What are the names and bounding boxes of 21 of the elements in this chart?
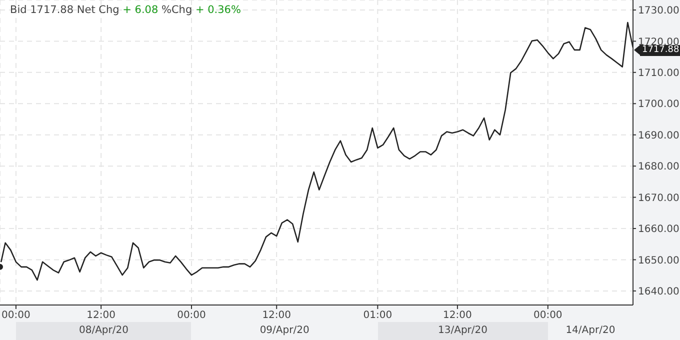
x-tick-label: 01:00 xyxy=(363,310,392,322)
x-tick-label: 00:00 xyxy=(533,310,562,322)
x-tick-label: 12:00 xyxy=(443,310,472,322)
text: 09/Apr/20 xyxy=(191,322,378,340)
y-tick-label: 1660.00 xyxy=(638,224,680,236)
y-tick-label: 1700.00 xyxy=(638,99,680,110)
y-tick-label: 1710.00 xyxy=(638,68,680,79)
text: 14/Apr/20 xyxy=(548,322,633,340)
chart-title: Bid 1717.88 Net Chg + 6.08 %Chg + 0.36% xyxy=(10,4,241,16)
y-tick-label: 1650.00 xyxy=(638,255,680,266)
y-tick-label: 1730.00 xyxy=(638,6,680,17)
text: 08/Apr/20 xyxy=(16,322,192,340)
x-tick-label: 00:00 xyxy=(2,310,30,322)
x-tick-label: 00:00 xyxy=(177,310,206,322)
x-tick-label: 12:00 xyxy=(86,310,116,322)
x-tick-label: 12:00 xyxy=(262,310,292,322)
y-tick-label: 1640.00 xyxy=(638,286,680,298)
y-tick-label: 1690.00 xyxy=(638,130,680,142)
y-tick-label: 1670.00 xyxy=(638,192,680,204)
y-tick-label: 1680.00 xyxy=(638,162,680,173)
text: 13/Apr/20 xyxy=(378,322,548,340)
